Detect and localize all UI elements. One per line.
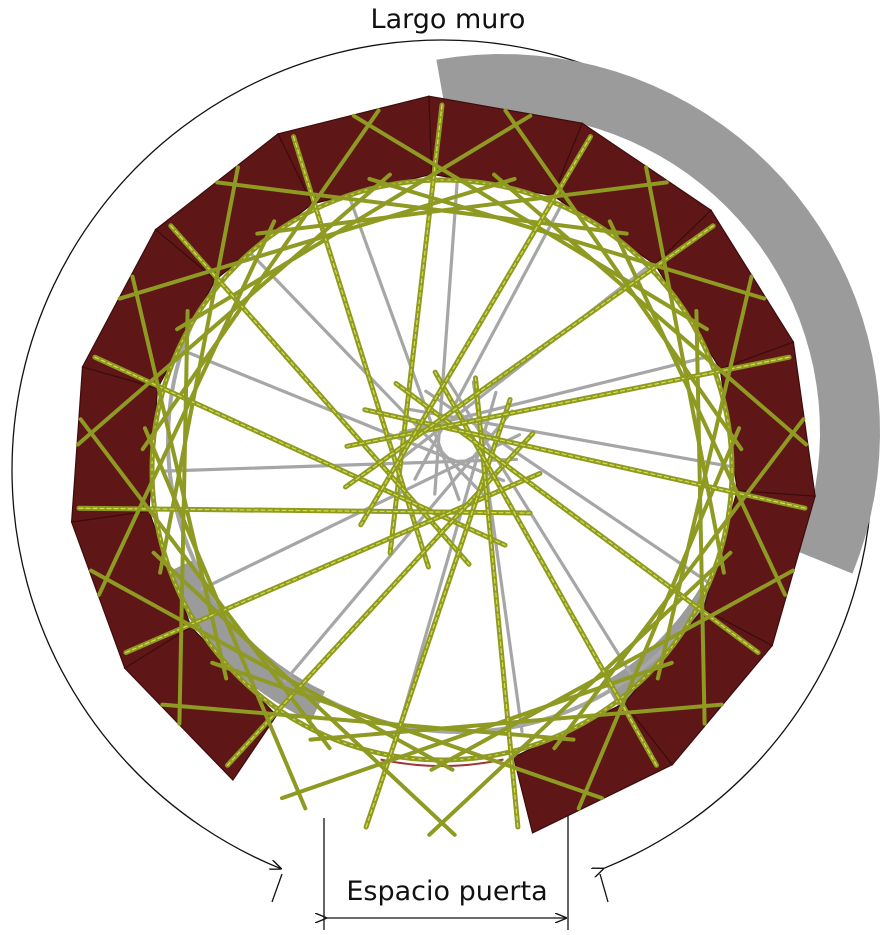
roof-strut-highlight: [389, 104, 443, 554]
wall-length-tick-left: [271, 873, 283, 903]
rafter-brace: [492, 172, 809, 447]
roof-strut-highlight: [344, 225, 714, 488]
roof-strut-highlight: [78, 507, 531, 514]
rafter-brace: [255, 180, 669, 236]
roof-strut-highlight: [226, 432, 534, 766]
rafter-brace: [140, 108, 381, 452]
top-ring-highlight: [151, 179, 733, 761]
rafter-brace: [160, 702, 576, 742]
wall-length-arc: [11, 39, 873, 869]
back-strut: [236, 239, 485, 497]
back-strut: [162, 457, 519, 473]
shadow-band-upper: [436, 54, 880, 574]
front-struts: [75, 102, 809, 837]
rafter-brace: [694, 309, 707, 726]
rafter-brace: [503, 108, 744, 452]
back-strut: [399, 346, 746, 435]
annotation-layer: [11, 39, 873, 930]
rafter-brace: [576, 426, 742, 811]
roof-strut-highlight: [292, 136, 429, 568]
roof-strut-highlight: [434, 371, 658, 766]
roof-strut-highlight: [170, 225, 470, 565]
rafter-brace: [89, 568, 455, 772]
roof-strut-highlight: [94, 356, 506, 546]
roof-strut-highlight: [474, 377, 519, 828]
wall-length-tick-right: [599, 873, 609, 903]
roof-strut-highlight: [365, 398, 511, 828]
roof-strut-highlight: [364, 409, 806, 509]
roof-strut-highlight: [395, 382, 759, 654]
roof-strut-highlight: [346, 356, 790, 447]
back-strut: [283, 409, 514, 683]
rafter-brace: [130, 274, 229, 681]
rafter-brace: [367, 176, 767, 301]
back-strut: [424, 389, 720, 591]
rafter-brace: [427, 550, 733, 837]
rafter-brace: [158, 165, 240, 575]
rafter-brace: [280, 660, 674, 801]
rafter-brace: [78, 417, 332, 751]
circular-wall: [70, 95, 816, 834]
wall-length-label: Largo muro: [370, 4, 526, 35]
back-strut: [337, 166, 461, 502]
rafter-brace: [607, 219, 787, 597]
roof-strut-highlight: [125, 472, 541, 654]
roof-strut-highlight: [360, 136, 592, 526]
door-space-label: Espacio puerta: [346, 876, 548, 907]
